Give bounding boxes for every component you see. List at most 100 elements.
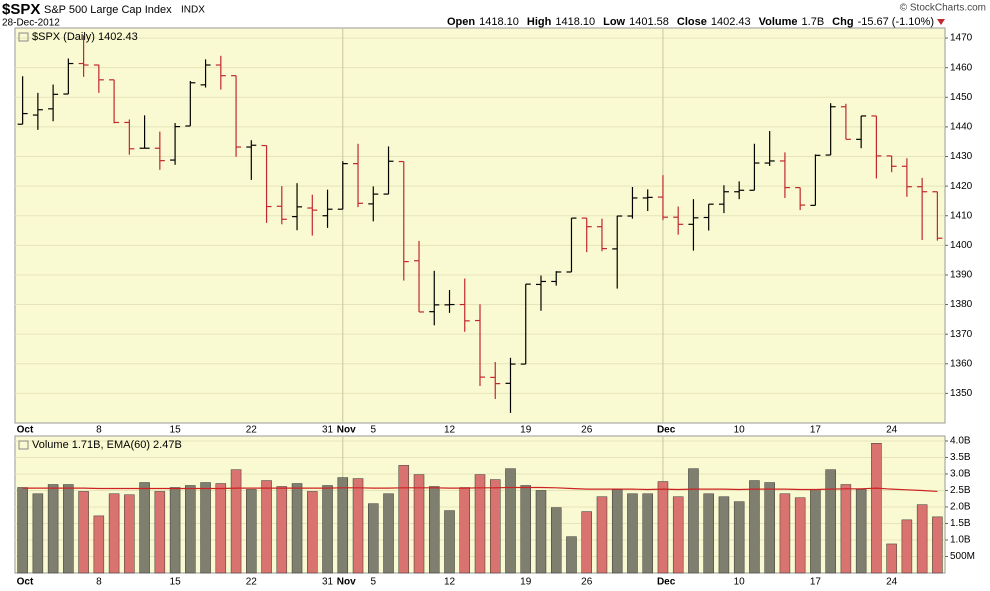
stat-label: High xyxy=(527,16,552,28)
x-tick-label: 8 xyxy=(96,577,102,588)
stat-label: Low xyxy=(603,16,625,28)
credit: © StockCharts.com xyxy=(900,3,986,14)
x-tick-label: 31 xyxy=(322,425,334,436)
volume-bar xyxy=(764,482,775,574)
volume-bar xyxy=(886,543,897,574)
x-tick-label: Oct xyxy=(17,577,34,588)
stat-value: 1402.43 xyxy=(711,16,751,28)
volume-bar xyxy=(291,483,303,574)
volume-bar xyxy=(779,493,791,574)
volume-bar xyxy=(535,490,547,574)
ema-line xyxy=(22,486,938,493)
volume-bar xyxy=(352,478,364,574)
volume-bar xyxy=(154,491,166,574)
volume-bar xyxy=(794,497,806,574)
y-tick-label: 1390 xyxy=(950,270,973,281)
y-tick-label: 500M xyxy=(950,551,975,562)
volume-bar xyxy=(368,503,379,574)
volume-bar xyxy=(261,480,272,574)
x-tick-label: Dec xyxy=(657,577,676,588)
volume-bar xyxy=(871,443,882,574)
volume-bar xyxy=(63,484,74,574)
y-tick-label: 1430 xyxy=(950,151,973,162)
volume-bar xyxy=(901,519,913,574)
y-tick-label: 1440 xyxy=(950,122,973,133)
volume-bar xyxy=(642,493,653,574)
exchange: INDX xyxy=(181,5,205,16)
volume-bar xyxy=(733,501,745,574)
y-tick-label: 1350 xyxy=(950,388,973,399)
stat-value: 1.7B xyxy=(802,16,825,28)
legend-icon xyxy=(18,32,29,42)
x-tick-label: 8 xyxy=(96,425,102,436)
stat-label: Close xyxy=(677,16,707,28)
y-tick-label: 2.0B xyxy=(950,502,971,513)
x-tick-label: 17 xyxy=(810,425,822,436)
x-tick-label: Dec xyxy=(657,425,676,436)
volume-bar xyxy=(855,489,867,574)
volume-bar xyxy=(474,474,486,574)
stats: Open 1418.10 High 1418.10 Low 1401.58 Close 140… xyxy=(447,16,934,28)
volume-bar xyxy=(825,469,836,574)
volume-bar xyxy=(93,515,105,574)
stat-value: 1418.10 xyxy=(555,16,595,28)
x-tick-label: 15 xyxy=(170,577,182,588)
volume-bar xyxy=(840,484,852,574)
volume-bar xyxy=(810,489,821,574)
x-tick-label: 5 xyxy=(370,577,376,588)
volume-bar xyxy=(611,489,623,574)
stat-label: Open xyxy=(447,16,475,28)
y-tick-label: 3.5B xyxy=(950,452,971,463)
volume-bar xyxy=(627,493,638,574)
volume-bar xyxy=(32,493,44,574)
volume-bar xyxy=(322,485,333,574)
volume-bar xyxy=(246,489,257,574)
x-tick-label: 5 xyxy=(370,425,376,436)
stat-value: -15.67 (-1.10%) xyxy=(858,16,934,28)
date: 28-Dec-2012 xyxy=(2,18,60,29)
volume-bar xyxy=(169,487,181,574)
x-tick-label: 26 xyxy=(581,425,593,436)
x-tick-label: Oct xyxy=(17,425,34,436)
volume-bar xyxy=(520,485,531,574)
volume-bar xyxy=(581,511,592,574)
x-tick-label: Nov xyxy=(337,577,356,588)
volume-bar xyxy=(108,493,120,574)
legend: $SPX (Daily) 1402.43 xyxy=(32,31,138,43)
y-tick-label: 2.5B xyxy=(950,485,971,496)
y-tick-label: 1370 xyxy=(950,329,973,340)
index-name: S&P 500 Large Cap Index xyxy=(44,4,172,16)
x-tick-label: 26 xyxy=(581,577,593,588)
x-tick-label: 10 xyxy=(734,425,746,436)
x-tick-label: 17 xyxy=(810,577,822,588)
y-tick-label: 1.0B xyxy=(950,535,971,546)
x-tick-label: 15 xyxy=(170,425,182,436)
volume-bar xyxy=(489,479,501,574)
volume-bar xyxy=(749,480,760,574)
x-tick-label: 12 xyxy=(444,577,456,588)
volume-bar xyxy=(672,496,684,574)
volume-bar xyxy=(566,536,577,574)
y-tick-label: 1400 xyxy=(950,240,973,251)
legend-icon xyxy=(18,440,29,450)
volume-bar xyxy=(383,493,394,574)
stat-label: Chg xyxy=(832,16,853,28)
volume-bar xyxy=(276,486,288,574)
x-tick-label: 12 xyxy=(444,425,456,436)
y-tick-label: 1.5B xyxy=(950,518,971,529)
stat-label: Volume xyxy=(759,16,798,28)
x-tick-label: 24 xyxy=(886,577,898,588)
stat-value: 1401.58 xyxy=(629,16,669,28)
y-tick-label: 1420 xyxy=(950,181,973,192)
y-tick-label: 1450 xyxy=(950,92,973,103)
x-tick-label: 19 xyxy=(520,577,532,588)
y-tick-label: 1460 xyxy=(950,62,973,73)
x-tick-label: Nov xyxy=(337,425,356,436)
y-tick-label: 1470 xyxy=(950,33,973,44)
volume-bar xyxy=(78,491,89,574)
volume-bar xyxy=(550,507,562,574)
x-tick-label: 31 xyxy=(322,577,334,588)
volume-bar xyxy=(429,486,440,574)
symbol: $SPX xyxy=(2,1,40,18)
